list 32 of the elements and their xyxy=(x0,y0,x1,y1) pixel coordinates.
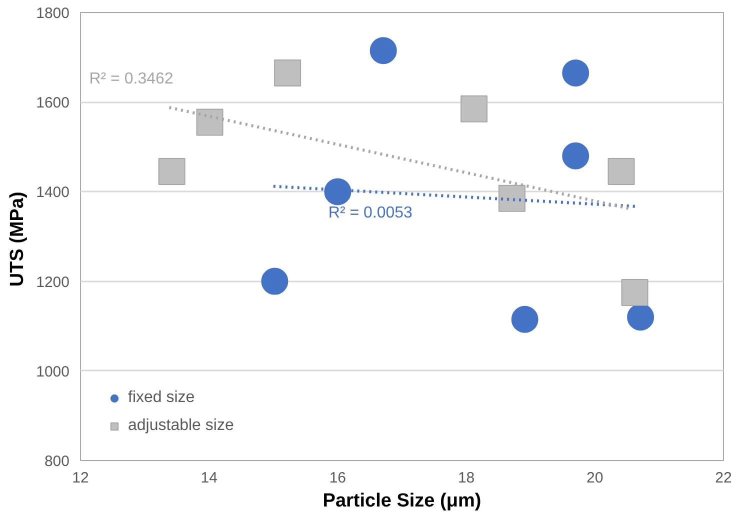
point xyxy=(562,142,590,170)
annotation: R² = 0.0053 xyxy=(328,204,413,222)
x-tick-label: 16 xyxy=(329,470,346,486)
x-tick-label: 18 xyxy=(458,470,475,486)
point xyxy=(627,304,654,331)
point xyxy=(158,158,186,186)
point xyxy=(274,59,302,86)
point xyxy=(370,37,397,64)
y-tick-label: 1600 xyxy=(36,94,70,112)
point xyxy=(196,108,224,136)
point xyxy=(621,279,648,306)
legend-label: adjustable size xyxy=(128,417,234,435)
x-tick-label: 20 xyxy=(586,470,604,486)
x-tick-label: 22 xyxy=(715,470,732,486)
x-axis-title: Particle Size (μm) xyxy=(322,490,482,512)
y-tick-label: 1000 xyxy=(36,363,70,380)
legend-label: fixed size xyxy=(128,389,195,407)
x-tick-label: 12 xyxy=(72,470,89,486)
annotation: R² = 0.3462 xyxy=(89,70,174,88)
point xyxy=(261,268,288,295)
point xyxy=(498,184,526,212)
point xyxy=(511,306,538,333)
y-tick-label: 1200 xyxy=(36,274,70,291)
y-axis-title: UTS (MPa) xyxy=(7,192,28,287)
point xyxy=(324,178,352,206)
point xyxy=(460,95,488,122)
y-tick-label: 1800 xyxy=(36,5,70,22)
y-tick-label: 1400 xyxy=(36,184,70,202)
y-tick-label: 800 xyxy=(44,453,70,470)
point xyxy=(562,60,590,86)
x-tick-label: 14 xyxy=(200,470,218,486)
point xyxy=(608,158,635,186)
